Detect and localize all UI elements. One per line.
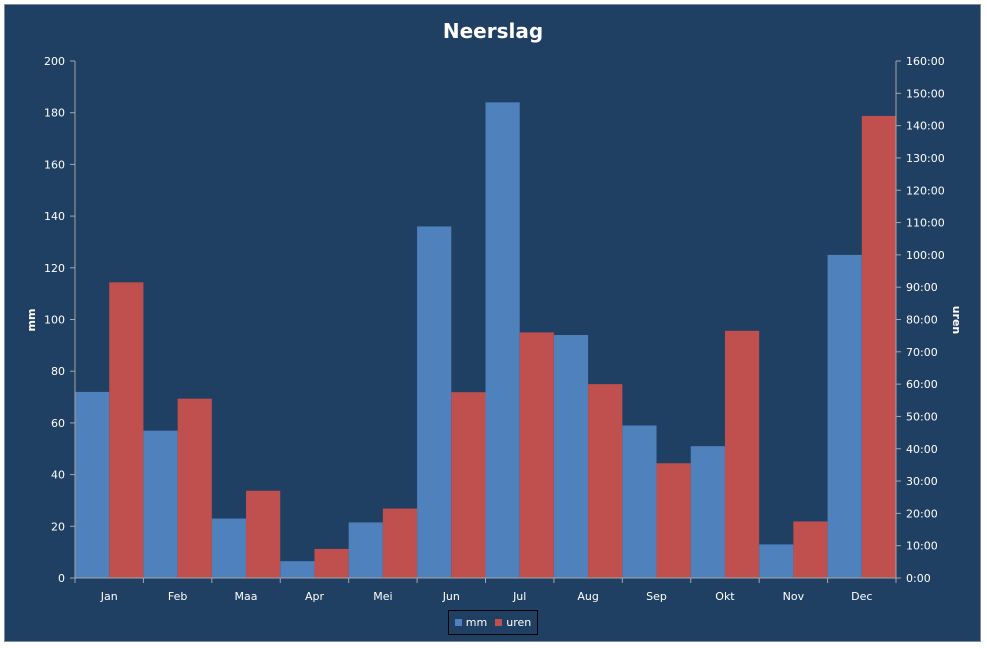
- y-tick-label: 140: [44, 210, 65, 223]
- y-tick-label: 100: [44, 314, 65, 327]
- bar-mm-jul: [485, 102, 520, 579]
- y2-axis-label: uren: [950, 306, 963, 335]
- plot-area: 0 20 40 60 80 100 120 140 160 180 200 0:00 10:00 20:0…: [44, 55, 945, 603]
- y2-tick-label: 50:00: [906, 410, 938, 423]
- y2-tick-label: 40:00: [906, 443, 938, 456]
- y-tick-label: 0: [58, 572, 65, 585]
- bar-uren-apr: [314, 548, 349, 578]
- y2-tick-label: 100:00: [906, 249, 945, 262]
- bar-uren-dec: [861, 115, 896, 579]
- y-tick-label: 120: [44, 262, 65, 275]
- bar-mm-jun: [417, 226, 452, 578]
- bar-mm-sep: [622, 425, 657, 578]
- y-tick-label: 80: [51, 365, 65, 378]
- bar-uren-okt: [724, 330, 760, 578]
- legend-label-mm: mm: [465, 616, 488, 629]
- legend: mm uren: [448, 610, 538, 635]
- bar-uren-aug: [588, 384, 623, 578]
- bar-mm-okt: [690, 446, 725, 578]
- y-axis-label: mm: [25, 309, 38, 332]
- y-tick-label: 20: [51, 520, 65, 533]
- x-tick-label: Jul: [512, 590, 526, 603]
- bar-mm-apr: [280, 561, 315, 578]
- y2-tick-label: 120:00: [906, 184, 945, 197]
- x-tick-label: Feb: [168, 590, 187, 603]
- legend-swatch-mm: [454, 619, 462, 626]
- chart-title: Neerslag: [443, 19, 543, 43]
- y-tick-label: 160: [44, 158, 65, 171]
- y-tick-label: 200: [44, 55, 65, 68]
- y2-tick-label: 30:00: [906, 475, 938, 488]
- legend-item-uren: uren: [495, 616, 531, 629]
- x-tick-label: Maa: [235, 590, 258, 603]
- y2-tick-label: 110:00: [906, 217, 945, 230]
- bar-uren-jun: [451, 392, 486, 578]
- bar-mm-nov: [759, 544, 794, 578]
- y-tick-label: 180: [44, 107, 65, 120]
- legend-swatch-uren: [495, 619, 503, 626]
- y2-tick-label: 20:00: [906, 507, 938, 520]
- bar-mm-mei: [348, 522, 383, 578]
- x-tick-label: Sep: [646, 590, 667, 603]
- y2-tick-label: 160:00: [906, 55, 945, 68]
- bar-mm-feb: [143, 430, 178, 578]
- y2-tick-label: 150:00: [906, 87, 945, 100]
- bar-uren-jul: [519, 332, 554, 578]
- legend-item-mm: mm: [454, 616, 488, 629]
- bar-uren-maa: [246, 490, 281, 578]
- y2-tick-label: 80:00: [906, 314, 938, 327]
- x-tick-label: Mei: [373, 590, 392, 603]
- x-tick-label: Jan: [100, 590, 118, 603]
- y2-tick-label: 90:00: [906, 281, 938, 294]
- y2-tick-label: 70:00: [906, 346, 938, 359]
- y2-tick-label: 60:00: [906, 378, 938, 391]
- legend-label-uren: uren: [506, 616, 532, 629]
- bar-uren-nov: [793, 521, 828, 578]
- bar-uren-sep: [656, 463, 691, 578]
- y2-tick-label: 0:00: [906, 572, 931, 585]
- bar-uren-mei: [382, 508, 418, 578]
- bar-uren-jan: [109, 282, 144, 578]
- x-tick-label: Dec: [851, 590, 872, 603]
- x-tick-label: Nov: [783, 590, 805, 603]
- x-tick-label: Aug: [577, 590, 598, 603]
- y2-tick-label: 140:00: [906, 120, 945, 133]
- y-tick-label: 40: [51, 469, 65, 482]
- y-tick-label: 60: [51, 417, 65, 430]
- x-tick-label: Apr: [305, 590, 325, 603]
- bar-uren-feb: [177, 398, 212, 578]
- y2-tick-label: 10:00: [906, 540, 938, 553]
- bar-mm-aug: [553, 335, 589, 578]
- x-tick-label: Jun: [442, 590, 460, 603]
- bar-mm-dec: [827, 254, 862, 578]
- x-tick-label: Okt: [715, 590, 735, 603]
- y2-tick-label: 130:00: [906, 152, 945, 165]
- bar-mm-maa: [211, 518, 247, 578]
- bar-mm-jan: [75, 391, 110, 578]
